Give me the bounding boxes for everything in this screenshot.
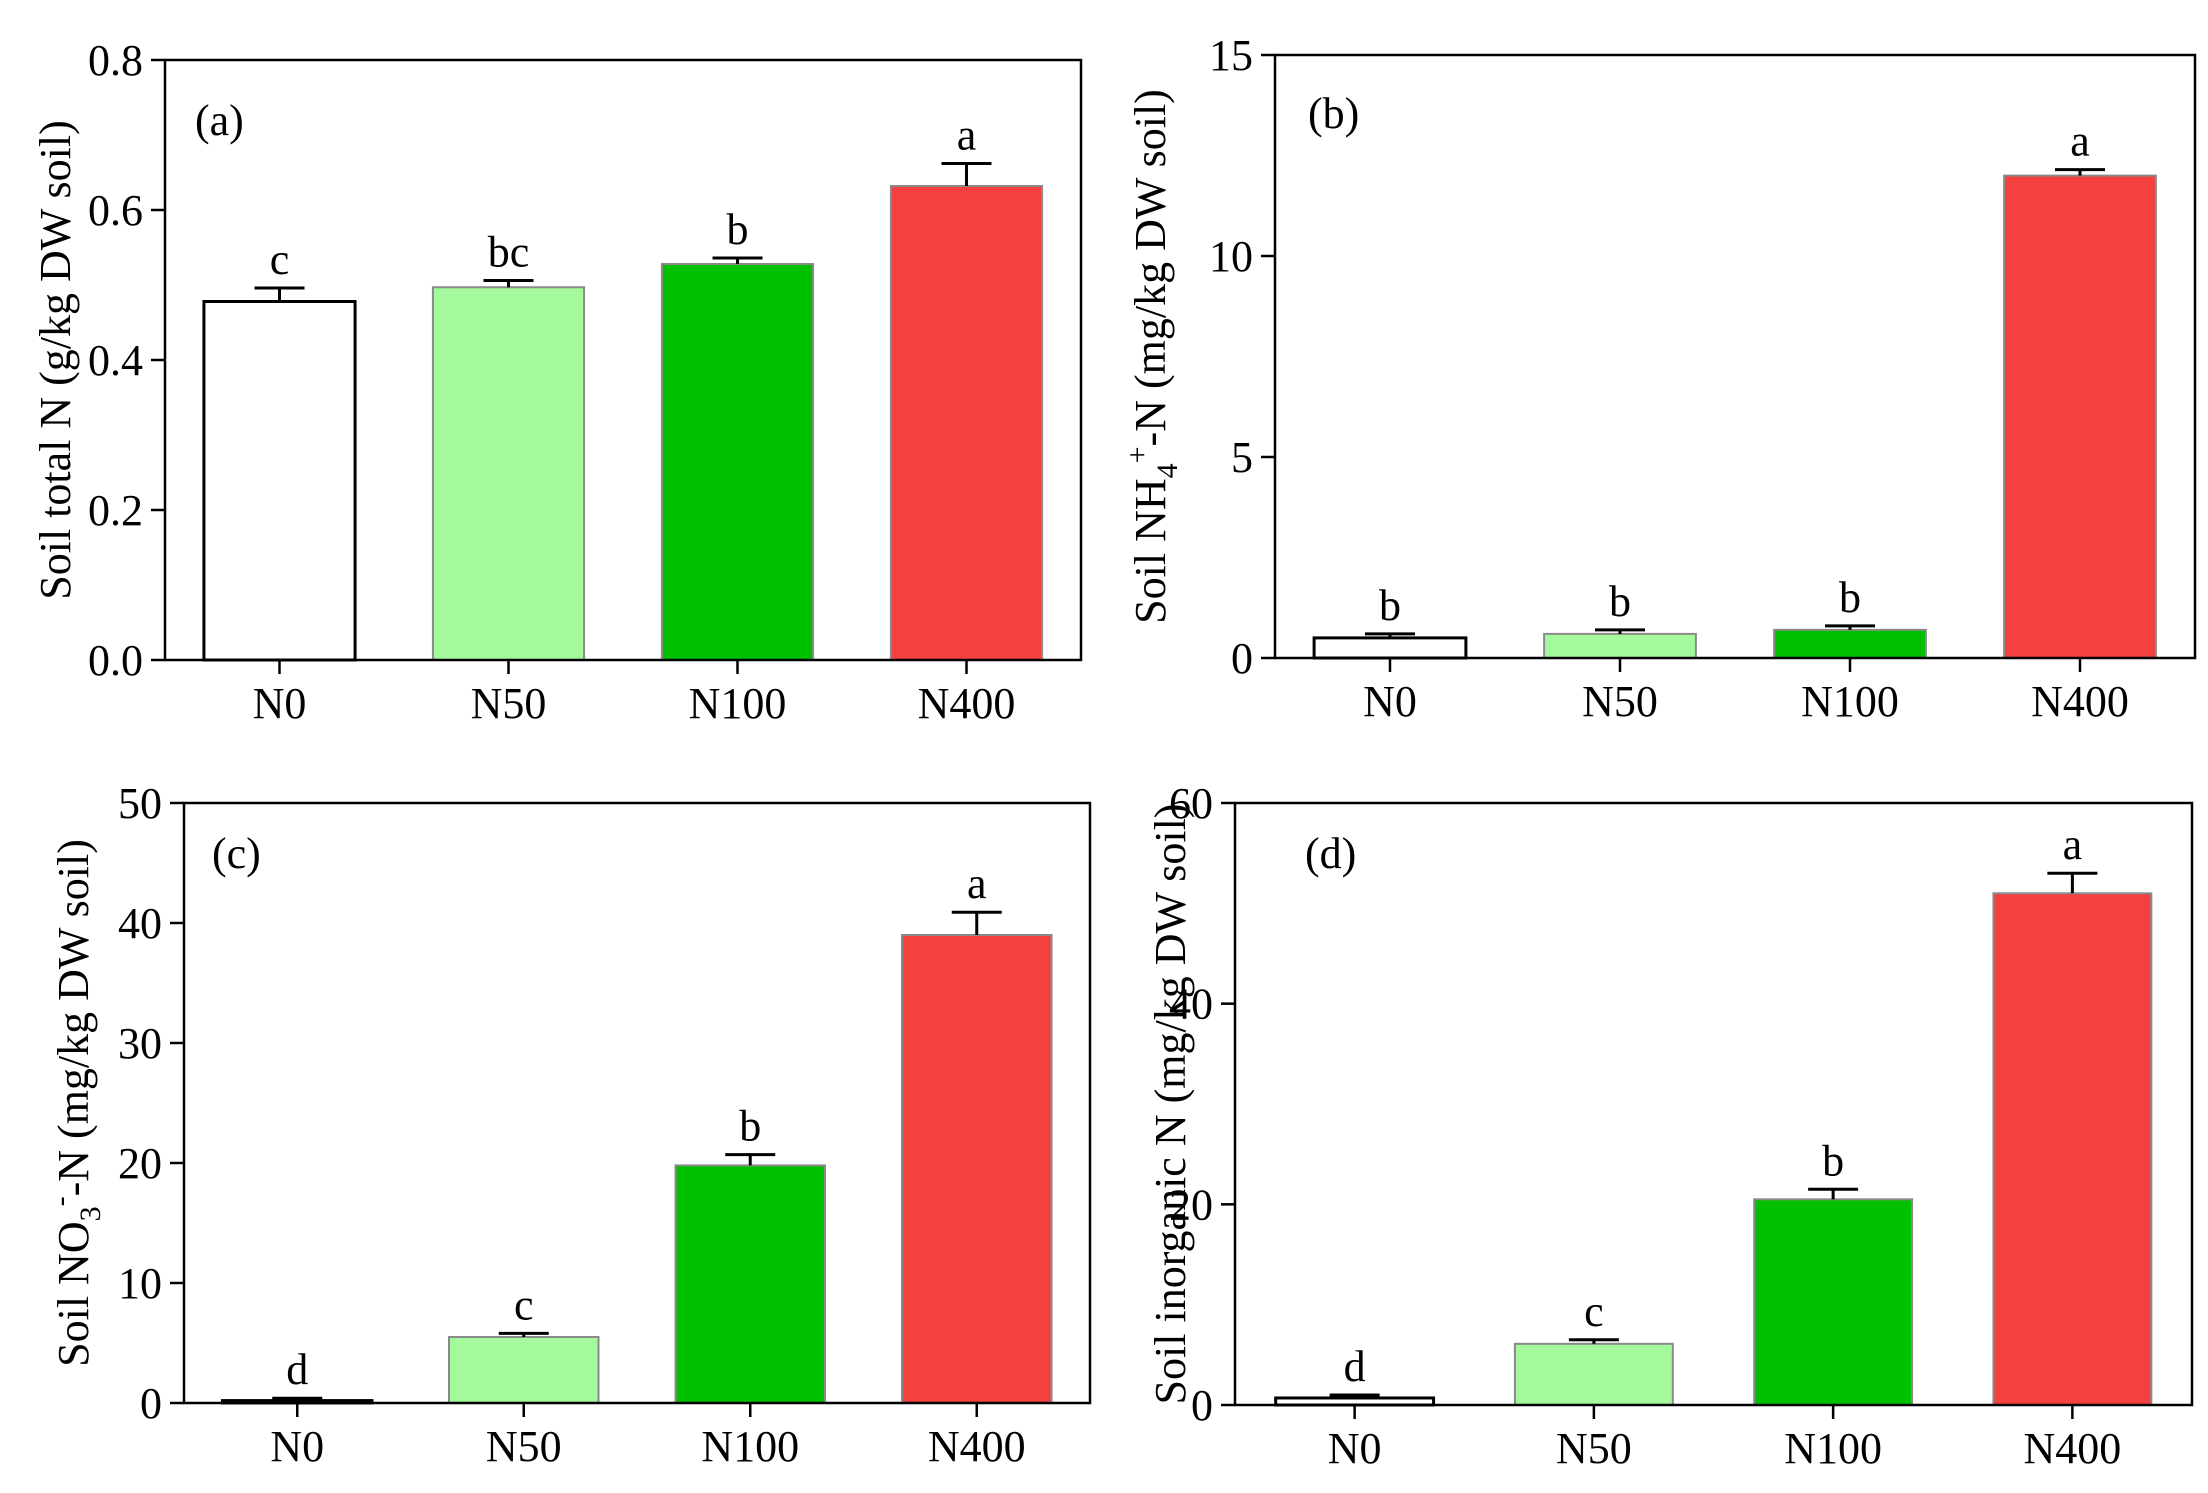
significance-label: a [957, 111, 977, 160]
y-tick-label: 50 [118, 779, 162, 828]
bar [901, 934, 1053, 1404]
y-tick-label: 0 [140, 1379, 162, 1428]
y-tick-label: 0.8 [88, 36, 143, 85]
y-tick-label: 0 [1231, 634, 1253, 683]
x-tick-label: N100 [689, 679, 787, 728]
bar [1992, 892, 2153, 1406]
bar [1513, 1342, 1674, 1406]
significance-label: b [1839, 573, 1861, 622]
x-tick-label: N50 [1556, 1424, 1632, 1473]
y-tick-label: 5 [1231, 433, 1253, 482]
x-tick-label: N50 [471, 679, 547, 728]
panel-b: b N0 b N50 b N100 a N400 0 5 10 15 (b) Soil NH4+-N (m… [1121, 31, 2197, 726]
significance-label: a [2070, 117, 2090, 166]
y-tick-label: 20 [118, 1139, 162, 1188]
plot-frame [1233, 801, 2194, 1407]
significance-label: d [286, 1345, 308, 1394]
bar [1753, 1198, 1914, 1406]
x-tick-label: N100 [701, 1422, 799, 1471]
panel-d: d N0 c N50 b N100 a N400 0 20 40 60 (d) Soil inorgani… [1146, 779, 2194, 1473]
y-tick-label: 10 [118, 1259, 162, 1308]
y-axis-label: Soil inorganic N (mg/kg DW soil) [1146, 804, 1195, 1405]
bar [448, 1336, 600, 1404]
y-tick-label: 10 [1209, 232, 1253, 281]
x-tick-label: N100 [1801, 677, 1899, 726]
bar [674, 1164, 826, 1405]
bar [1312, 636, 1468, 660]
panel-letter: (d) [1305, 829, 1356, 878]
panel-letter: (b) [1308, 89, 1359, 138]
y-tick-label: 0.2 [88, 486, 143, 535]
bar [660, 263, 815, 661]
bar [202, 300, 357, 662]
y-tick-label: 0.0 [88, 636, 143, 685]
x-tick-label: N0 [1363, 677, 1417, 726]
x-tick-label: N0 [270, 1422, 324, 1471]
significance-label: d [1344, 1342, 1366, 1391]
plot-frame [1273, 53, 2197, 660]
significance-label: a [2063, 820, 2083, 869]
x-tick-label: N50 [486, 1422, 562, 1471]
y-tick-label: 0.4 [88, 336, 143, 385]
significance-label: bc [488, 228, 530, 277]
y-tick-label: 0.6 [88, 186, 143, 235]
significance-label: b [1379, 581, 1401, 630]
bar [2003, 174, 2157, 659]
significance-label: c [270, 235, 290, 284]
plot-frame [182, 801, 1092, 1405]
y-tick-label: 30 [118, 1019, 162, 1068]
bar [889, 185, 1044, 661]
x-tick-label: N400 [918, 679, 1016, 728]
x-tick-label: N400 [928, 1422, 1026, 1471]
x-tick-label: N0 [1328, 1424, 1382, 1473]
panel-letter: (c) [212, 829, 261, 878]
significance-label: b [1609, 577, 1631, 626]
y-axis-label: Soil NH4+-N (mg/kg DW soil) [1121, 89, 1184, 624]
y-axis-label: Soil NO3--N (mg/kg DW soil) [44, 839, 107, 1367]
panel-letter: (a) [195, 96, 244, 145]
significance-label: c [514, 1280, 534, 1329]
significance-label: b [727, 205, 749, 254]
bar [431, 286, 586, 661]
significance-label: a [967, 859, 987, 908]
x-tick-label: N0 [253, 679, 307, 728]
y-tick-label: 40 [118, 899, 162, 948]
x-tick-label: N400 [2023, 1424, 2121, 1473]
significance-label: c [1584, 1287, 1604, 1336]
panel-a: c N0 bc N50 b N100 a N400 0.0 0.2 0.4 0.6 0.8 (a) Soil… [31, 36, 1083, 728]
x-tick-label: N100 [1784, 1424, 1882, 1473]
y-axis-label: Soil total N (g/kg DW soil) [31, 120, 80, 600]
significance-label: b [739, 1102, 761, 1151]
y-tick-label: 60 [1169, 779, 1213, 828]
x-tick-label: N400 [2031, 677, 2129, 726]
y-tick-label: 0 [1191, 1381, 1213, 1430]
bar [1543, 632, 1697, 660]
y-tick-label: 40 [1169, 980, 1213, 1029]
significance-label: b [1822, 1136, 1844, 1185]
bar [1773, 628, 1927, 659]
x-tick-label: N50 [1582, 677, 1658, 726]
panel-c: d N0 c N50 b N100 a N400 0 10 20 30 40 50 (c) Soil NO3-… [44, 779, 1092, 1471]
y-tick-label: 15 [1209, 31, 1253, 80]
y-tick-label: 20 [1169, 1180, 1213, 1229]
